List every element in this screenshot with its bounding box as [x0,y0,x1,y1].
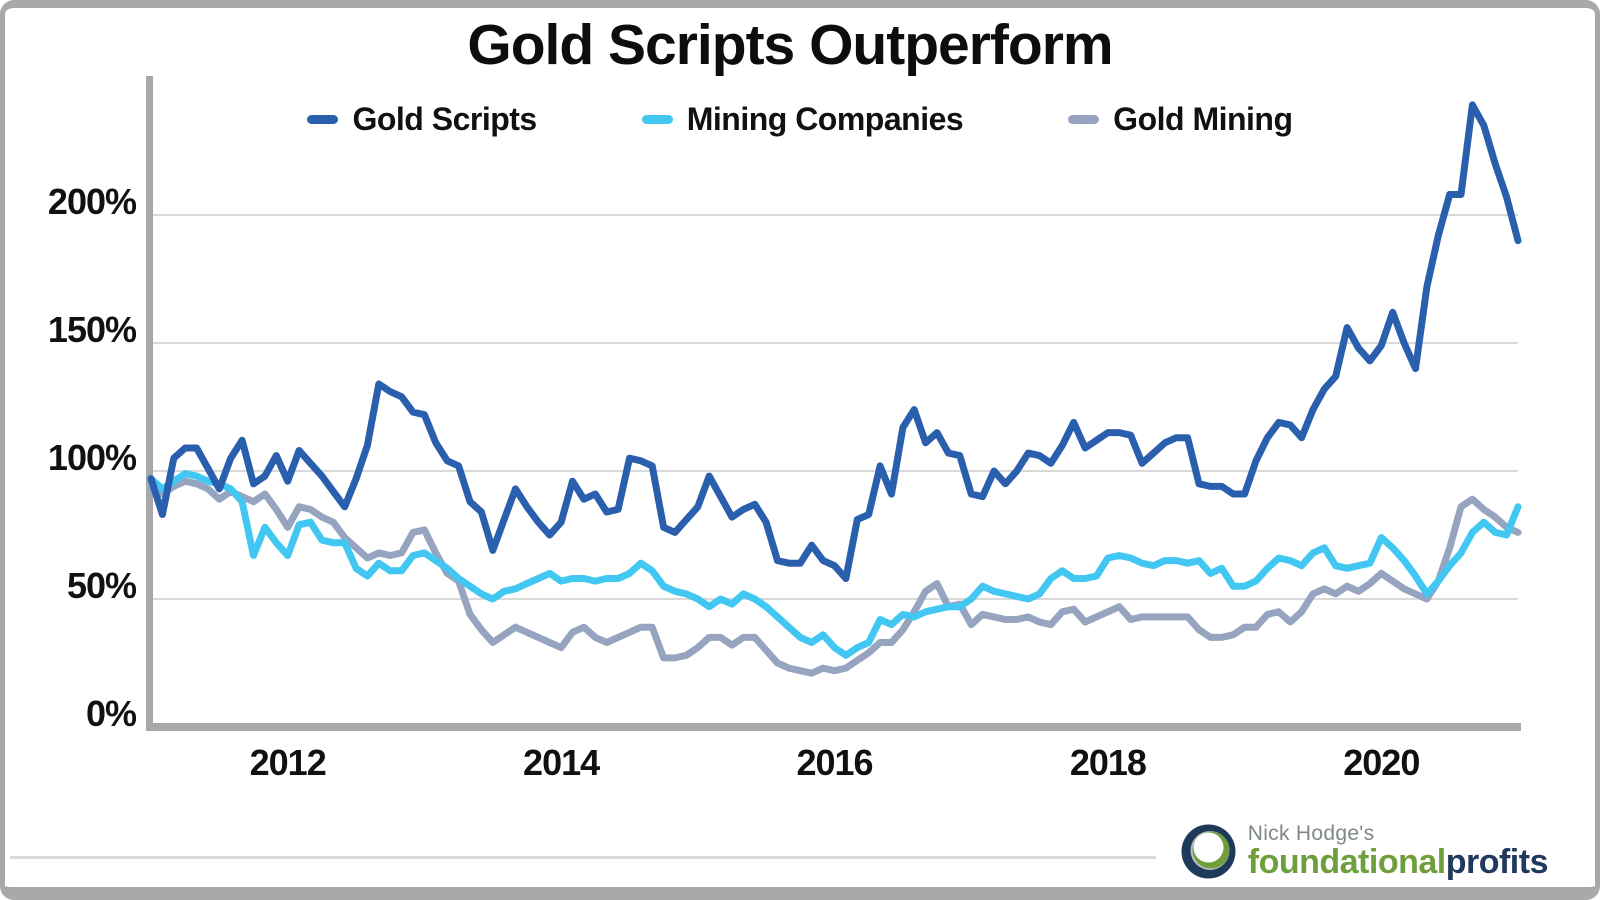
legend-label-gold-scripts: Gold Scripts [352,100,537,137]
footer-divider [10,856,1156,859]
legend-item-gold-mining: Gold Mining [1068,100,1293,138]
foundational-profits-logo-icon [1181,824,1236,879]
brand-wordmark-primary: foundational [1247,842,1446,881]
brand-wordmark-secondary: profits [1445,842,1549,881]
x-tick-label-2020: 2020 [1343,742,1420,783]
legend-item-mining-companies: Mining Companies [641,100,964,138]
x-tick-label-2014: 2014 [523,742,600,783]
legend-marker-gold-scripts-icon [307,114,339,124]
x-tick-label-2012: 2012 [249,742,327,783]
y-axis-line [146,76,153,731]
brand-text: Nick Hodge's foundationalprofits [1247,822,1549,881]
legend-marker-mining-companies-icon [641,114,673,124]
brand-logo-block: Nick Hodge's foundationalprofits [1180,822,1549,881]
series-line-gold-mining [147,477,1522,677]
y-tick-label-50%: 50% [66,565,137,606]
brand-byline: Nick Hodge's [1247,822,1375,846]
legend-label-gold-mining: Gold Mining [1113,100,1293,137]
series-line-mining-companies [147,470,1522,659]
x-tick-label-2016: 2016 [796,742,873,783]
series-line-gold-scripts [147,101,1522,582]
brand-wordmark: foundationalprofits [1247,842,1549,881]
y-tick-label-0%: 0% [85,693,137,734]
legend-marker-gold-mining-icon [1068,114,1100,124]
legend-item-gold-scripts: Gold Scripts [307,100,537,138]
legend-label-mining-companies: Mining Companies [686,100,964,137]
chart-legend: Gold Scripts Mining Companies Gold Mining [0,96,1600,142]
x-axis-line [146,723,1521,731]
y-tick-label-100%: 100% [47,437,137,478]
chart-title: Gold Scripts Outperform [467,13,1113,77]
y-tick-label-150%: 150% [47,309,137,350]
y-tick-label-200%: 200% [47,181,137,222]
x-tick-label-2018: 2018 [1069,742,1147,783]
